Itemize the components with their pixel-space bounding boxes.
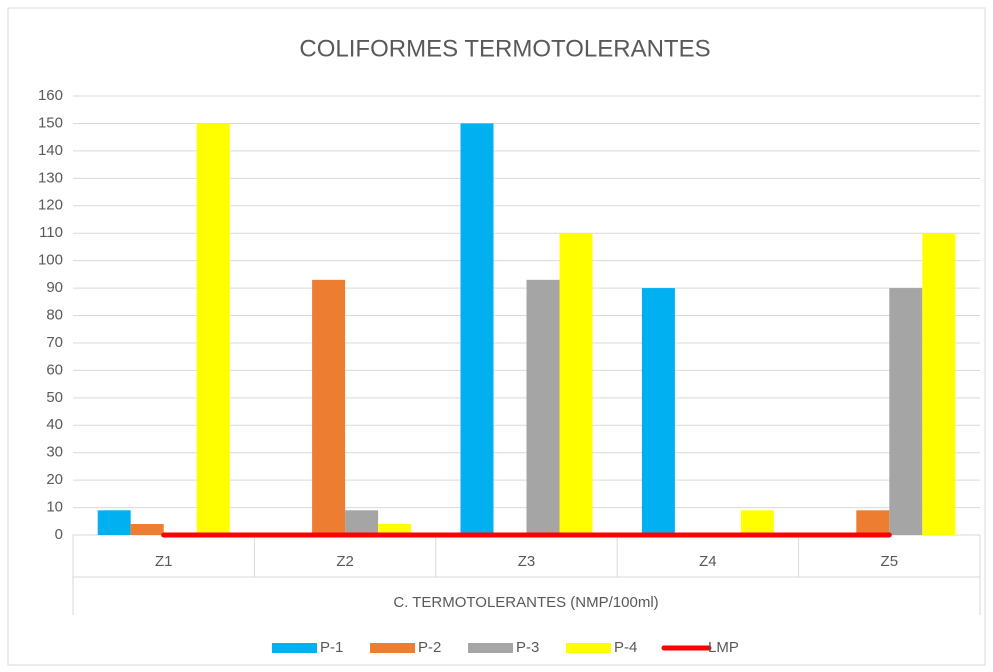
- legend-swatch: [468, 643, 513, 653]
- bar: [641, 288, 675, 535]
- bar: [378, 524, 412, 535]
- bar: [460, 123, 494, 535]
- y-tick-label: 40: [46, 416, 63, 433]
- y-tick-label: 10: [46, 499, 63, 516]
- x-tick-label: Z2: [336, 553, 354, 570]
- legend-label: P-1: [320, 639, 343, 656]
- bar: [97, 510, 131, 535]
- bar: [922, 233, 956, 535]
- y-tick-label: 30: [46, 444, 63, 461]
- y-tick-label: 20: [46, 471, 63, 488]
- x-tick-label: Z3: [518, 553, 536, 570]
- y-tick-label: 100: [38, 252, 63, 269]
- y-tick-label: 160: [38, 87, 63, 104]
- y-tick-label: 50: [46, 389, 63, 406]
- x-tick-label: Z1: [155, 553, 173, 570]
- bar: [559, 233, 593, 535]
- bar: [130, 524, 164, 535]
- bar: [196, 123, 230, 535]
- bar: [345, 510, 379, 535]
- legend-swatch: [566, 643, 611, 653]
- legend-label: LMP: [708, 639, 739, 656]
- x-tick-label: Z4: [699, 553, 717, 570]
- y-tick-label: 110: [39, 224, 63, 241]
- y-tick-label: 0: [55, 526, 63, 543]
- y-tick-label: 140: [38, 142, 63, 159]
- y-tick-label: 90: [46, 279, 63, 296]
- legend-swatch: [272, 643, 317, 653]
- bar: [889, 288, 923, 535]
- y-tick-label: 130: [38, 169, 63, 186]
- y-tick-label: 60: [46, 361, 63, 378]
- y-tick-label: 120: [38, 197, 63, 214]
- bar: [856, 510, 890, 535]
- chart-title: COLIFORMES TERMOTOLERANTES: [299, 35, 710, 62]
- bar: [312, 279, 346, 535]
- x-tick-label: Z5: [881, 553, 899, 570]
- legend-swatch: [370, 643, 415, 653]
- legend-label: P-3: [516, 639, 539, 656]
- y-tick-label: 80: [46, 306, 63, 323]
- y-tick-label: 150: [38, 114, 63, 131]
- legend-label: P-4: [614, 639, 637, 656]
- bar: [740, 510, 774, 535]
- legend-label: P-2: [418, 639, 441, 656]
- x-axis-label: C. TERMOTOLERANTES (NMP/100ml): [393, 594, 658, 611]
- y-tick-label: 70: [46, 334, 63, 351]
- bar: [526, 279, 560, 535]
- chart-border: [7, 7, 986, 666]
